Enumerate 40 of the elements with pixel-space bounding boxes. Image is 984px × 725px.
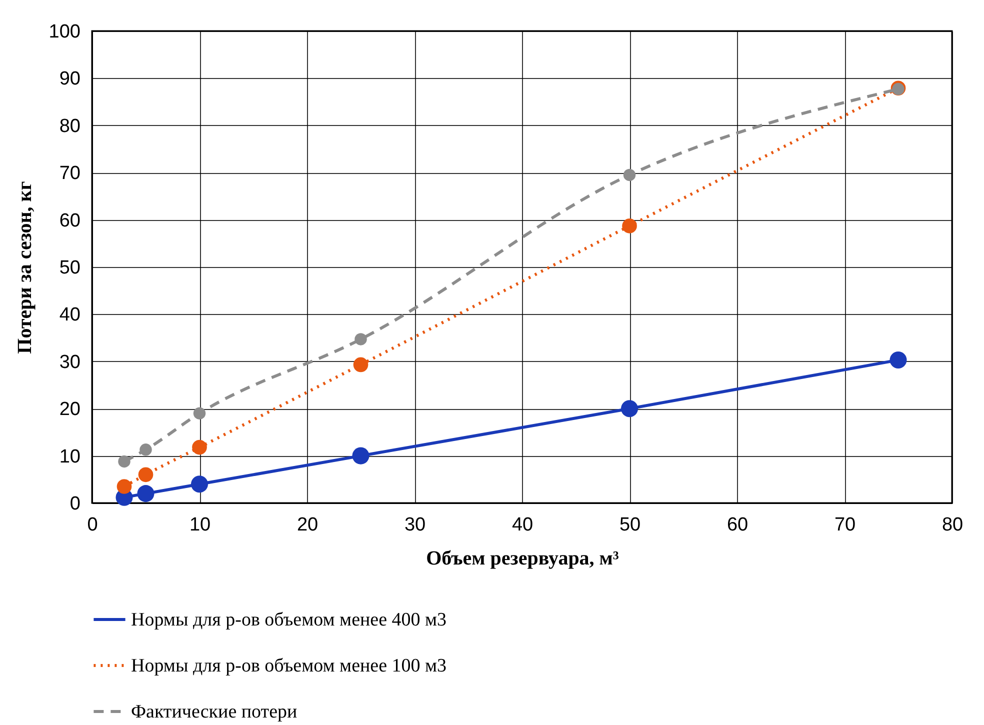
point [354,333,367,346]
point [118,455,130,468]
x-tick-label: 30 [404,514,426,536]
point [622,218,637,234]
x-tick-label: 40 [512,514,534,536]
y-axis-title: Потери за сезон, кг [14,181,36,354]
point [890,351,907,368]
legend-label: Нормы для р-ов объемом менее 100 м3 [131,656,447,676]
point [190,476,208,493]
x-tick-label: 70 [834,514,856,536]
point [193,407,206,420]
y-tick-label: 60 [59,210,80,232]
point [116,479,132,494]
y-tick-label: 80 [59,116,80,137]
x-tick-label: 50 [619,514,641,536]
x-tick-label: 0 [87,514,98,536]
y-tick-label: 70 [59,163,80,184]
point [140,444,152,456]
x-tick-label: 80 [942,514,964,536]
x-axis-title: Объем резервуара, м³ [426,548,619,570]
x-tick-label: 20 [296,514,318,536]
point [623,168,636,182]
legend-label: Нормы для р-ов объемом менее 400 м3 [131,610,447,630]
point [353,357,368,372]
point [137,485,154,502]
point [352,447,370,464]
y-tick-label: 10 [59,446,80,468]
legend-label: Фактические потери [131,702,298,722]
y-tick-label: 0 [70,494,80,514]
x-tick-label: 10 [189,514,211,536]
y-tick-label: 30 [59,352,80,373]
point [192,440,207,455]
point [620,400,638,418]
y-tick-label: 90 [59,68,80,90]
y-tick-label: 50 [59,258,80,278]
y-tick-label: 20 [59,399,80,420]
y-tick-label: 100 [48,22,80,42]
x-tick-label: 60 [726,514,748,536]
point [138,467,154,482]
y-tick-label: 40 [59,304,80,326]
